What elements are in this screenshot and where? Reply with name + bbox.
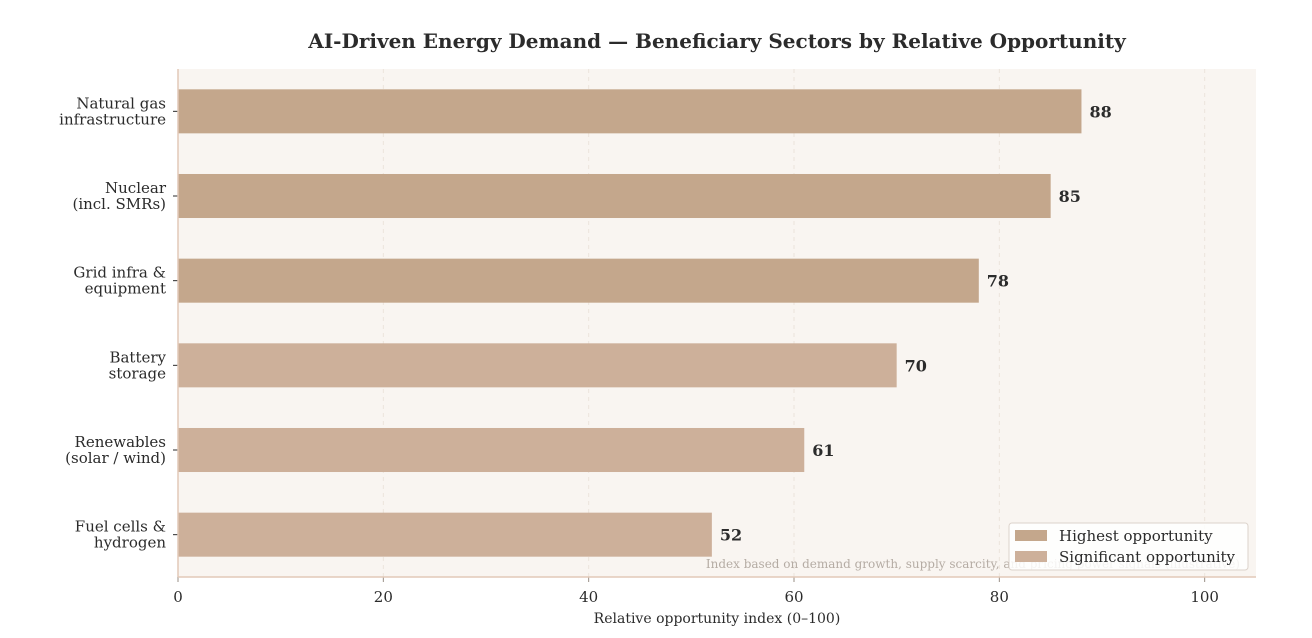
y-tick-labels: Natural gas infrastructure Nuclear (incl. S… bbox=[59, 94, 178, 552]
x-tick-label: 80 bbox=[990, 588, 1009, 606]
legend-box bbox=[1008, 522, 1249, 571]
y-tick-label: Renewables (solar / wind) bbox=[65, 433, 166, 467]
legend-entry: Significant opportunity bbox=[1059, 548, 1236, 566]
bars bbox=[178, 89, 1082, 557]
data-label: 70 bbox=[905, 356, 927, 375]
x-tick-label: 40 bbox=[579, 588, 598, 606]
bar bbox=[178, 173, 1051, 219]
data-label: 78 bbox=[987, 272, 1009, 291]
legend: Highest opportunity Significant opportuni… bbox=[1008, 522, 1249, 571]
legend-swatch bbox=[1015, 530, 1047, 541]
y-tick-label: Fuel cells & hydrogen bbox=[75, 518, 167, 552]
x-tick-label: 20 bbox=[374, 588, 393, 606]
legend-swatch bbox=[1015, 551, 1047, 562]
y-tick-label: Nuclear (incl. SMRs) bbox=[72, 179, 166, 213]
x-tick-label: 100 bbox=[1190, 588, 1219, 606]
bar bbox=[178, 512, 712, 557]
data-label: 61 bbox=[812, 441, 834, 460]
data-label: 52 bbox=[720, 526, 742, 545]
plot-area bbox=[178, 69, 1256, 577]
y-tick-label: Grid infra & equipment bbox=[73, 264, 166, 298]
y-tick-label: Natural gas infrastructure bbox=[59, 94, 166, 128]
bar bbox=[178, 427, 805, 473]
x-axis-label: Relative opportunity index (0–100) bbox=[594, 611, 841, 627]
x-tick-label: 0 bbox=[173, 588, 183, 606]
data-label: 85 bbox=[1059, 187, 1081, 206]
value-labels: 88 85 78 70 61 52 bbox=[720, 102, 1112, 544]
legend-entry: Highest opportunity bbox=[1059, 527, 1213, 545]
x-tick-label: 60 bbox=[784, 588, 803, 606]
bar bbox=[178, 343, 897, 388]
bar bbox=[178, 258, 979, 303]
y-tick-label: Battery storage bbox=[109, 348, 167, 382]
chart-title: AI-Driven Energy Demand — Beneficiary Se… bbox=[307, 29, 1127, 53]
x-tick-labels: 0 20 40 60 80 100 bbox=[173, 577, 1219, 606]
bar bbox=[178, 89, 1082, 134]
data-label: 88 bbox=[1089, 102, 1111, 121]
